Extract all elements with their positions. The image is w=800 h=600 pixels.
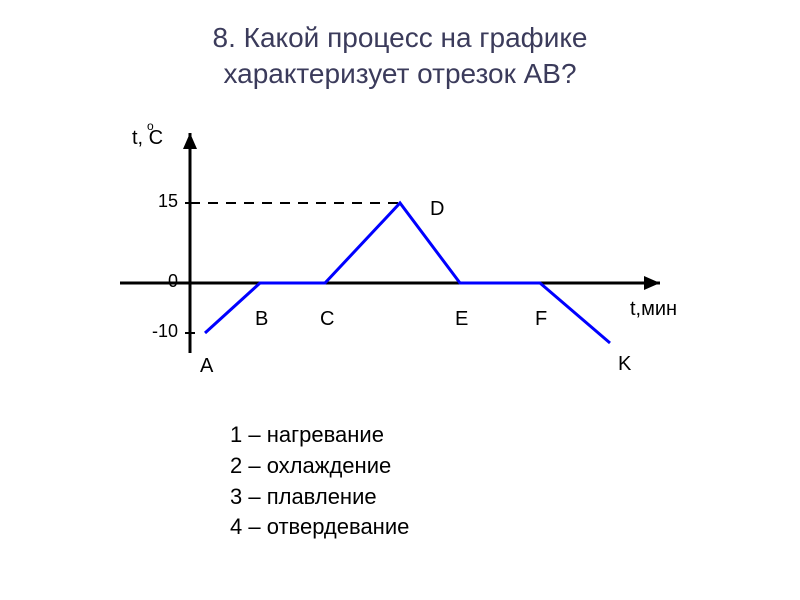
y-tick-label: 0 <box>168 271 178 292</box>
point-label-K: K <box>618 353 631 376</box>
chart-area: t, C o t,мин 150-10ABCDEFK <box>100 123 700 403</box>
answer-list: 1 – нагревание2 – охлаждение3 – плавлени… <box>230 420 409 543</box>
y-tick-label: 15 <box>158 191 178 212</box>
answer-option: 3 – плавление <box>230 482 409 513</box>
point-label-C: C <box>320 308 334 331</box>
title-line1: 8. Какой процесс на графике <box>213 22 588 53</box>
degree-symbol: o <box>147 119 154 133</box>
y-tick-label: -10 <box>152 321 178 342</box>
answer-option: 2 – охлаждение <box>230 451 409 482</box>
point-label-B: B <box>255 308 268 331</box>
point-label-A: A <box>200 355 213 378</box>
answer-option: 1 – нагревание <box>230 420 409 451</box>
question-title: 8. Какой процесс на графике характеризуе… <box>0 0 800 93</box>
x-axis-label: t,мин <box>630 298 677 321</box>
title-line2: характеризует отрезок АВ? <box>223 58 576 89</box>
point-label-F: F <box>535 308 547 331</box>
point-label-D: D <box>430 198 444 221</box>
answer-option: 4 – отвердевание <box>230 512 409 543</box>
point-label-E: E <box>455 308 468 331</box>
chart-svg <box>100 123 700 383</box>
